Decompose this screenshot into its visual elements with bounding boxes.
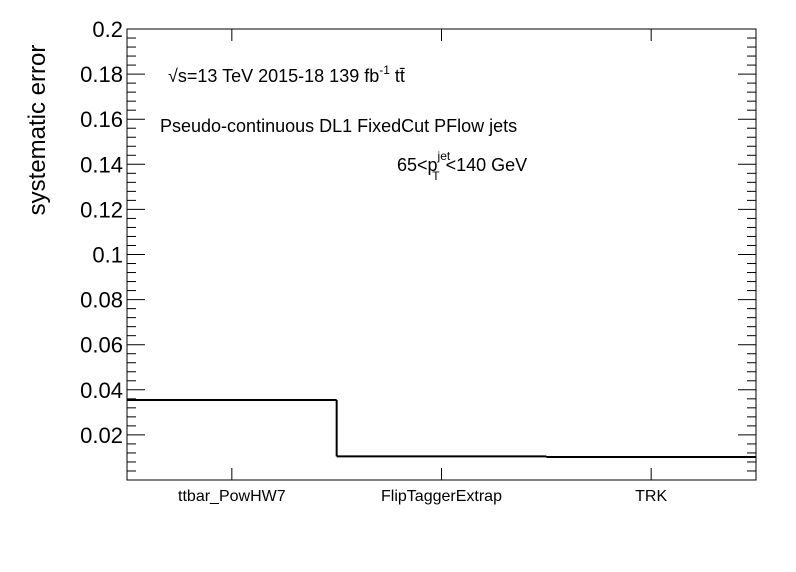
histogram-step-line xyxy=(127,398,756,458)
pt-suffix: <140 GeV xyxy=(446,155,528,175)
y-axis-label: systematic error xyxy=(24,45,51,216)
x-category-label: ttbar_PowHW7 xyxy=(178,488,286,505)
y-tick-label: 0.14 xyxy=(80,152,123,177)
pt-superscript: jet xyxy=(437,149,451,163)
pt-prefix: 65<p xyxy=(397,155,438,175)
x-category-label: FlipTaggerExtrap xyxy=(381,488,502,505)
y-axis-tick-labels: 0.02 0.04 0.06 0.08 0.1 0.12 0.14 0.16 0.18 0.2 xyxy=(80,17,123,448)
sqrt-s: √s xyxy=(168,66,187,86)
y-tick-label: 0.06 xyxy=(80,333,123,358)
x-axis-category-labels: ttbar_PowHW7 FlipTaggerExtrap TRK xyxy=(178,488,667,505)
y-tick-label: 0.18 xyxy=(80,62,123,87)
lumi-exponent: -1 xyxy=(379,63,390,77)
annotation-tagger: Pseudo-continuous DL1 FixedCut PFlow jet… xyxy=(160,116,517,136)
process-text: tt̄ xyxy=(390,66,405,86)
x-axis-ticks xyxy=(231,29,652,480)
y-tick-label: 0.2 xyxy=(92,17,123,42)
y-tick-label: 0.12 xyxy=(80,197,123,222)
y-tick-label: 0.16 xyxy=(80,107,123,132)
y-axis-ticks xyxy=(127,37,756,472)
y-tick-label: 0.08 xyxy=(80,288,123,313)
energy-text: =13 TeV 2015-18 139 fb xyxy=(187,66,379,86)
annotation-energy-lumi: √s=13 TeV 2015-18 139 fb-1 tt̄ xyxy=(168,63,405,86)
pt-subscript: T xyxy=(432,169,440,183)
x-category-label: TRK xyxy=(635,488,667,505)
y-tick-label: 0.04 xyxy=(80,378,123,403)
y-tick-label: 0.02 xyxy=(80,423,123,448)
y-tick-label: 0.1 xyxy=(92,243,123,268)
annotation-pt-range: 65<pjet T <140 GeV xyxy=(397,149,527,183)
plot-frame xyxy=(126,28,757,481)
